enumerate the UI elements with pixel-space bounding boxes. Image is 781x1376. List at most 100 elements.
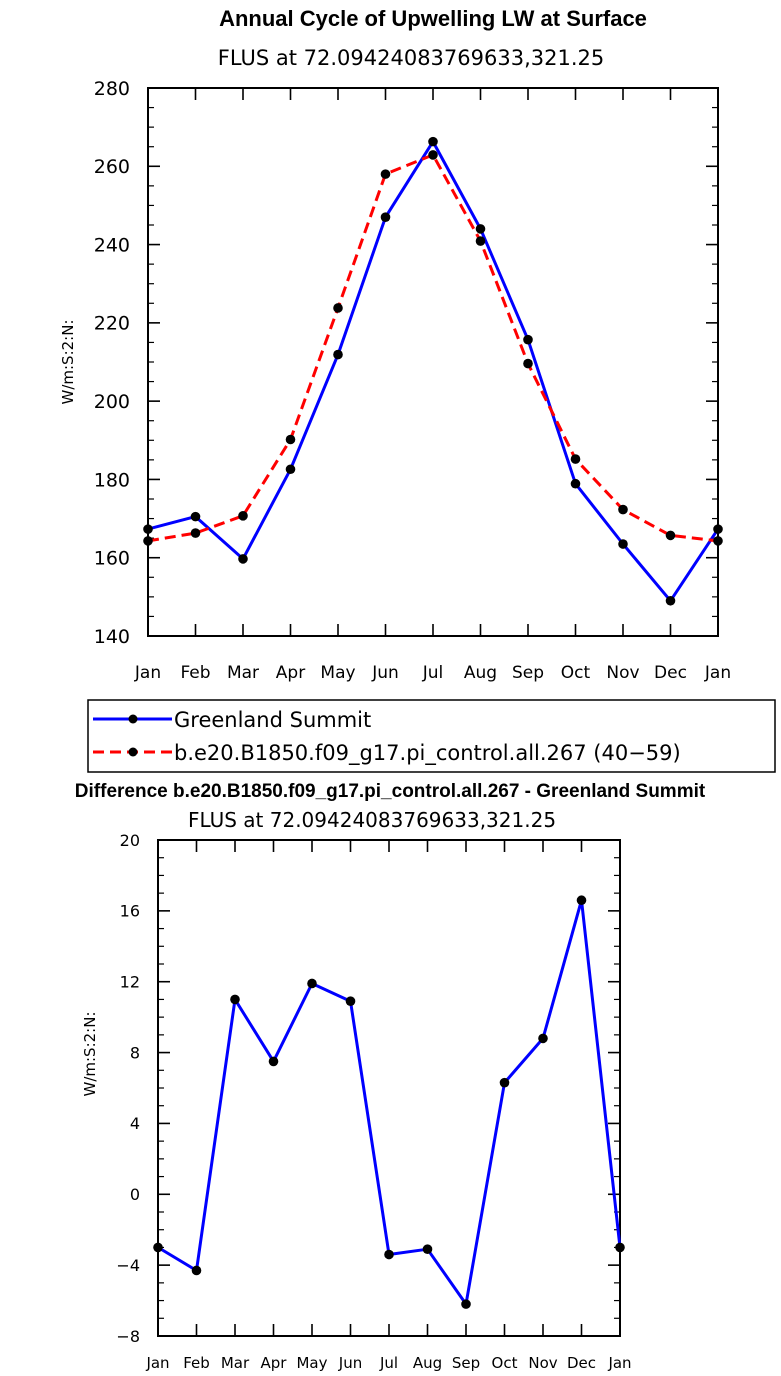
data-point (713, 536, 723, 546)
data-point (190, 511, 201, 522)
chart-1-subtitle: FLUS at 72.09424083769633,321.25 (218, 46, 605, 70)
data-point (538, 1033, 548, 1044)
y-tick-label: 160 (94, 548, 130, 570)
data-point (576, 895, 587, 906)
x-tick-label: Jan (607, 1354, 631, 1372)
y-tick-label: 240 (94, 234, 130, 256)
x-tick-label: Jan (134, 663, 161, 683)
x-tick-label: Mar (227, 663, 259, 683)
data-point (285, 434, 296, 445)
x-tick-label: Dec (654, 663, 687, 683)
data-point (384, 1249, 394, 1260)
data-point (461, 1299, 471, 1309)
legend-marker-greenland-summit (128, 714, 138, 724)
x-tick-label: Dec (567, 1354, 596, 1372)
y-tick-label: 16 (120, 902, 140, 921)
data-point (268, 1056, 279, 1067)
x-tick-label: Apr (261, 1354, 288, 1372)
x-tick-label: Nov (606, 663, 639, 683)
legend-label-model: b.e20.B1850.f09_g17.pi_control.all.267 (… (174, 741, 681, 766)
x-tick-label: Mar (221, 1354, 250, 1372)
x-tick-label: Nov (528, 1354, 557, 1372)
legend: Greenland Summit b.e20.B1850.f09_g17.pi_… (87, 699, 776, 773)
data-point (190, 528, 201, 538)
data-point (230, 994, 240, 1005)
x-tick-label: Sep (512, 663, 544, 683)
data-point (665, 595, 676, 606)
y-tick-label: 8 (130, 1043, 140, 1062)
x-tick-label: Apr (276, 663, 305, 683)
data-point (238, 511, 248, 521)
x-tick-label: Aug (413, 1354, 442, 1372)
data-point (380, 169, 391, 179)
data-point (345, 996, 356, 1006)
data-point (618, 539, 628, 549)
y-tick-label: 220 (94, 313, 130, 335)
data-point (475, 236, 486, 246)
data-point (665, 530, 676, 541)
data-point (618, 504, 628, 515)
x-tick-label: Jan (145, 1354, 169, 1372)
data-point (238, 554, 248, 564)
y-tick-label: 20 (120, 831, 140, 850)
x-tick-label: Jul (379, 1354, 398, 1372)
legend-label-greenland-summit: Greenland Summit (174, 708, 371, 732)
x-tick-label: Oct (492, 1354, 518, 1372)
data-point (153, 1242, 163, 1253)
difference-chart: Difference b.e20.B1850.f09_g17.pi_contro… (75, 781, 706, 1372)
y-tick-label: 180 (94, 469, 130, 491)
x-tick-label: Jul (422, 663, 444, 683)
y-tick-label: −4 (116, 1256, 140, 1275)
data-point (143, 524, 153, 534)
x-tick-label: Jun (371, 663, 399, 683)
y-tick-label: 12 (120, 972, 140, 991)
chart-2-y-axis-label: W/m:S:2:N: (81, 1012, 99, 1097)
series-line-1 (147, 140, 720, 603)
chart-1-y-axis-label: W/m:S:2:N: (59, 320, 77, 405)
data-point (428, 150, 438, 160)
chart-2-frame (157, 839, 621, 1337)
chart-2-series (153, 895, 625, 1309)
x-tick-label: Sep (452, 1354, 480, 1372)
y-tick-label: 0 (130, 1185, 140, 1204)
x-tick-label: Jun (338, 1354, 362, 1372)
annual-cycle-chart: Annual Cycle of Upwelling LW at Surface … (59, 6, 731, 683)
y-tick-label: 140 (94, 626, 130, 648)
chart-1-tick-labels: 140 160 180 200 220 240 260 280 Jan Feb Mar Apr May J… (94, 78, 731, 683)
x-tick-label: Jan (704, 663, 731, 683)
chart-1-title: Annual Cycle of Upwelling LW at Surface (219, 6, 647, 31)
chart-2-axes (157, 839, 621, 1337)
x-tick-label: May (320, 663, 355, 683)
x-tick-label: Feb (183, 1354, 210, 1372)
x-tick-label: Aug (464, 663, 497, 683)
series-line-2 (147, 153, 719, 543)
y-tick-label: 280 (94, 78, 130, 100)
chart-1-series (143, 136, 723, 606)
y-tick-label: −8 (116, 1327, 140, 1346)
data-point (570, 478, 581, 489)
data-point (422, 1244, 433, 1254)
data-point (570, 454, 581, 464)
data-point (285, 464, 296, 475)
y-tick-label: 4 (130, 1114, 140, 1133)
chart-2-tick-labels: −8 −4 0 4 8 12 16 20 Jan Feb Mar Apr May Jun Jul Aug Sep… (116, 831, 631, 1372)
data-point (307, 978, 317, 989)
x-tick-label: May (296, 1354, 327, 1372)
data-point (191, 1265, 202, 1276)
data-point (523, 334, 533, 345)
data-point (713, 524, 723, 534)
y-tick-label: 200 (94, 391, 130, 413)
y-tick-label: 260 (94, 156, 130, 178)
legend-marker-model (128, 747, 138, 757)
data-point (499, 1077, 510, 1088)
chart-2-subtitle: FLUS at 72.09424083769633,321.25 (188, 808, 556, 832)
x-tick-label: Feb (180, 663, 210, 683)
data-point (333, 349, 343, 360)
series-line-1 (157, 898, 622, 1306)
legend-box (87, 699, 776, 773)
data-point (143, 536, 153, 546)
x-tick-label: Oct (561, 663, 591, 683)
data-point (333, 303, 343, 313)
data-point (523, 358, 533, 369)
